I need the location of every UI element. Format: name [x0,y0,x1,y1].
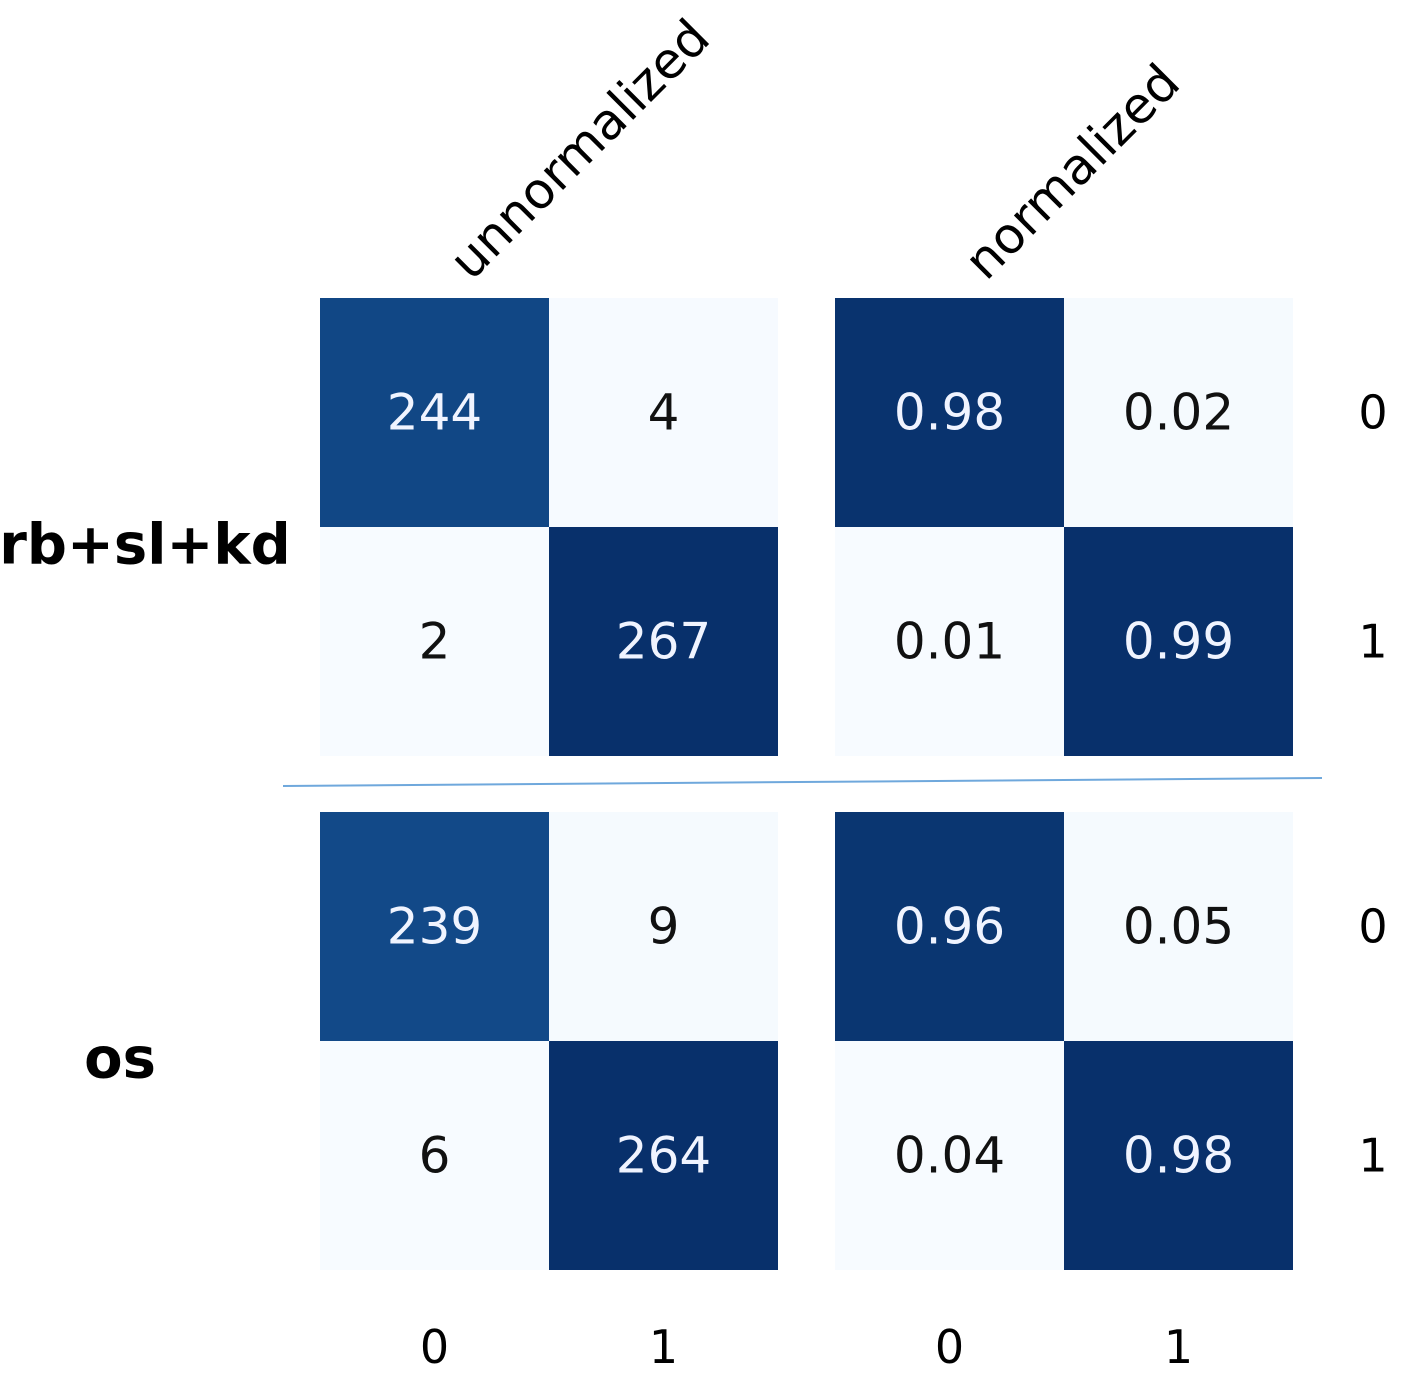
heatmap-cell [835,527,1064,756]
x-tick-label: 1 [1164,1320,1193,1374]
separator [282,777,1323,787]
heatmap-cell [1064,812,1293,1041]
x-tick-label: 0 [935,1320,964,1374]
heatmap-cell [1064,1041,1293,1270]
heatmap-cell [320,1041,549,1270]
heatmap-cell [320,527,549,756]
y-tick-label: 1 [1358,615,1387,669]
cell-label: 4 [648,384,680,442]
cell-label: 9 [648,898,680,956]
cell-label: 0.04 [894,1127,1005,1185]
heatmap-cell [835,1041,1064,1270]
cell-label: 0.98 [1123,1127,1234,1185]
y-tick-label: 0 [1358,386,1387,440]
column-title: unnormalized [438,8,720,290]
cell-label: 239 [387,898,482,956]
cell-label: 0.05 [1123,898,1234,956]
heatmap-cell [549,527,778,756]
heatmap-cell [320,298,549,527]
cell-label: 244 [387,384,482,442]
x-tick-label: 0 [420,1320,449,1374]
cell-label: 0.96 [894,898,1005,956]
cell-label: 0.99 [1123,613,1234,671]
heatmap-cell [1064,527,1293,756]
y-tick-label: 1 [1358,1129,1387,1183]
cell-label: 0.02 [1123,384,1234,442]
heatmap-cell [549,812,778,1041]
cell-label: 2 [419,613,451,671]
cell-label: 264 [616,1127,711,1185]
heatmap-cell [835,812,1064,1041]
cell-label: 0.98 [894,384,1005,442]
column-title: normalized [953,53,1190,290]
cell-label: 6 [419,1127,451,1185]
heatmap-cell [549,1041,778,1270]
heatmap-cell [549,298,778,527]
cell-label: 0.01 [894,613,1005,671]
cell-label: 267 [616,613,711,671]
heatmap-cell [320,812,549,1041]
heatmap-cell [1064,298,1293,527]
x-tick-label: 1 [649,1320,678,1374]
row-title: os [84,1027,156,1092]
row-title: rb+sl+kd [0,513,291,578]
y-tick-label: 0 [1358,900,1387,954]
heatmap-cell [835,298,1064,527]
